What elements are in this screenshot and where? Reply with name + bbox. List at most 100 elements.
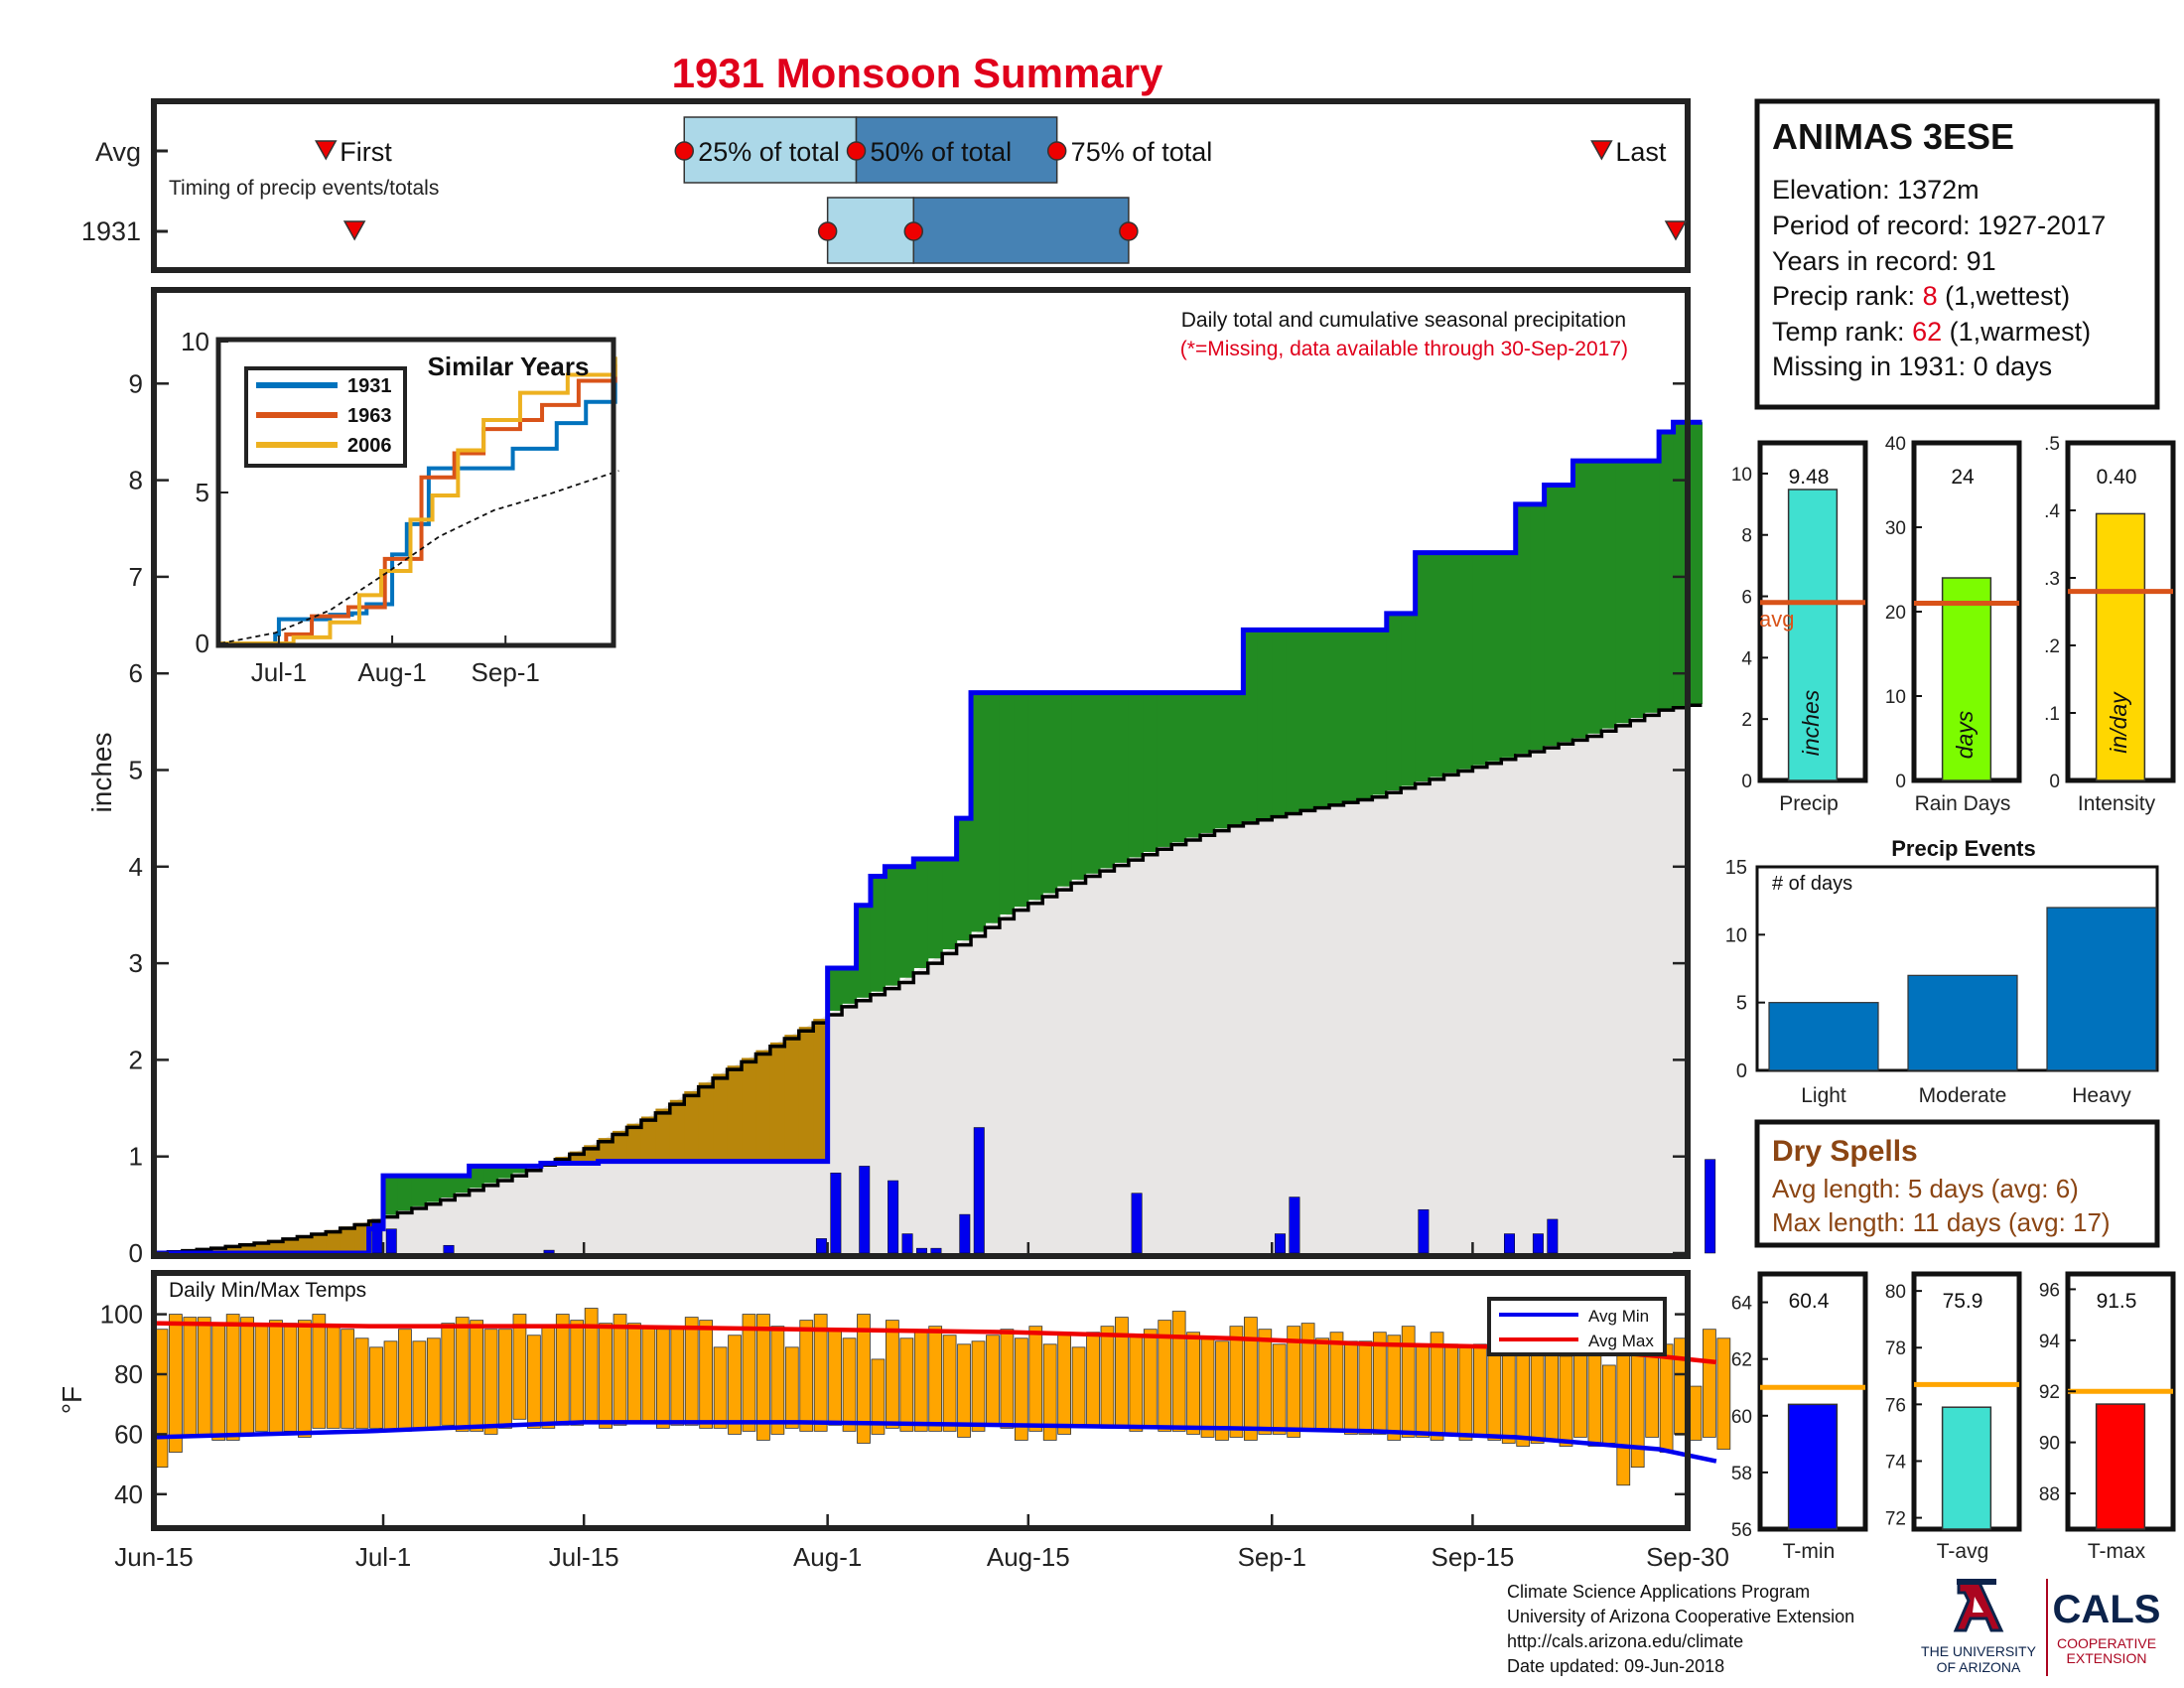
- daily-temp-bar: [699, 1320, 714, 1429]
- daily-temp-bar: [599, 1323, 613, 1429]
- timing-q1-box-year_1931: [826, 197, 915, 264]
- date-tick-label: Jul-1: [355, 1542, 411, 1572]
- cumulative-diff-fill: [1415, 552, 1431, 782]
- cumulative-diff-fill: [1257, 630, 1273, 819]
- timing-dot-year_1931-0: [817, 221, 838, 241]
- precip-mini-y-tick-label: 2: [1741, 710, 1752, 731]
- inset-avg-dashed-line: [219, 470, 619, 644]
- cumulative-diff-fill: [1501, 552, 1517, 758]
- tavg-mini-y-tick-label: 72: [1885, 1509, 1906, 1530]
- daily-temp-bar: [899, 1337, 914, 1432]
- cumulative-diff-fill: [455, 1176, 471, 1194]
- temp-ylabel: °F: [57, 1386, 87, 1414]
- cumulative-diff-fill: [1443, 552, 1459, 774]
- cumulative-diff-fill: [698, 1082, 714, 1162]
- timing-panel: Avg 1931 Timing of precip events/totals …: [81, 98, 1691, 273]
- cumulative-diff-fill: [311, 1232, 327, 1253]
- station-period: Period of record: 1927-2017: [1772, 211, 2106, 240]
- logo-ua-line-2: OF ARIZONA: [1937, 1659, 2021, 1675]
- daily-temp-bar: [842, 1337, 857, 1432]
- daily-temp-bar: [1057, 1332, 1072, 1435]
- events-title: Precip Events: [1891, 836, 2036, 861]
- cumulative-diff-fill: [1401, 613, 1417, 786]
- cumulative-diff-fill: [1071, 692, 1087, 880]
- inset-legend-label-1931: 1931: [347, 375, 392, 397]
- tmax-mini-y-tick-label: 90: [2039, 1434, 2060, 1455]
- cumulative-diff-fill: [999, 692, 1015, 914]
- cumulative-diff-fill: [713, 1073, 729, 1162]
- y-tick-label: 3: [129, 948, 143, 978]
- footer-line-2: University of Arizona Cooperative Extens…: [1507, 1607, 1854, 1626]
- daily-temp-bar: [455, 1317, 470, 1432]
- inset-frame: [215, 337, 616, 648]
- cumulative-diff-fill: [354, 1222, 370, 1253]
- daily-temp-bar: [1042, 1343, 1057, 1441]
- inset-y-tick-label: 10: [181, 327, 209, 356]
- daily-temp-bar: [1215, 1340, 1229, 1441]
- daily-temp-bar: [1171, 1311, 1186, 1432]
- cumulative-diff-fill: [669, 1099, 685, 1162]
- date-tick-label: Jul-15: [549, 1542, 619, 1572]
- cumulative-diff-fill: [1300, 630, 1316, 810]
- daily-temp-bar: [613, 1314, 627, 1426]
- daily-precip-bar: [1418, 1208, 1430, 1254]
- intensity-mini-y-tick-label: .5: [2044, 434, 2060, 455]
- daily-temp-bar: [1243, 1317, 1258, 1441]
- timing-dot-avg-2: [1046, 141, 1067, 161]
- avg-min-temp-line: [153, 1420, 1717, 1464]
- precip-events-chart: Precip Events # of days Light Moderate Hea…: [1725, 836, 2159, 1107]
- cumulative-diff-fill: [1457, 552, 1474, 770]
- events-y-tick-label: 5: [1736, 993, 1747, 1015]
- intensity-mini-bar-label: in/day: [2106, 691, 2131, 754]
- daily-temp-bar: [1344, 1340, 1358, 1435]
- precip-mini-y-tick-label: 0: [1741, 772, 1752, 792]
- timing-marks: First Last 25% of total 50% of total 75% of …: [154, 116, 1688, 264]
- cumulative-diff-fill: [1085, 692, 1101, 874]
- cumulative-diff-fill: [1243, 630, 1259, 822]
- y-tick-label: 2: [129, 1045, 143, 1074]
- daily-temp-bar: [555, 1314, 570, 1426]
- cumulative-diff-fill: [913, 859, 929, 968]
- daily-precip-bar: [959, 1213, 971, 1254]
- cumulative-diff-fill: [1430, 552, 1445, 777]
- timing-p25-label: 25% of total: [698, 137, 840, 167]
- daily-precip-bar: [901, 1233, 913, 1254]
- daily-temp-bar: [813, 1314, 828, 1432]
- daily-temp-bar: [498, 1329, 512, 1429]
- daily-temp-bar: [1601, 1364, 1616, 1444]
- daily-temp-bar: [1028, 1326, 1043, 1432]
- cumulative-diff-fill: [340, 1226, 355, 1253]
- cumulative-diff-fill: [1644, 461, 1660, 713]
- precip-mini-label: Precip: [1779, 792, 1839, 815]
- cumulative-diff-fill: [1586, 461, 1602, 734]
- daily-temp-bar: [1000, 1329, 1015, 1429]
- raindays-mini-y-tick-label: 30: [1885, 518, 1906, 539]
- daily-temp-bar: [957, 1343, 971, 1438]
- daily-temp-bar: [1100, 1326, 1115, 1429]
- cumulative-diff-fill: [1386, 613, 1402, 791]
- cumulative-diff-fill: [727, 1065, 743, 1162]
- daily-temp-bar: [627, 1323, 641, 1423]
- chart-title: 1931 Monsoon Summary: [672, 50, 1163, 96]
- daily-temp-bar: [1315, 1337, 1329, 1432]
- tmax-mini-label: T-max: [2088, 1540, 2146, 1563]
- daily-precip-bar: [887, 1180, 899, 1254]
- tmax-mini-y-tick-label: 88: [2039, 1484, 2060, 1505]
- events-y-tick-label: 15: [1725, 857, 1747, 879]
- cumulative-diff-fill: [210, 1247, 226, 1253]
- cumulative-diff-fill: [1688, 422, 1704, 705]
- temp-y-ticks: 40 60 80 100: [100, 1300, 1688, 1509]
- footer-line-4: Date updated: 09-Jun-2018: [1507, 1656, 1724, 1676]
- date-tick-label: Aug-15: [987, 1542, 1070, 1572]
- daily-precip-bar: [973, 1127, 985, 1254]
- timing-p50-label: 50% of total: [871, 137, 1013, 167]
- daily-precip-bar: [1504, 1233, 1515, 1254]
- cumulative-diff-fill: [684, 1091, 700, 1162]
- inset-x-tick-label: Aug-1: [357, 657, 426, 687]
- cumulative-diff-fill: [813, 1019, 829, 1162]
- daily-temp-bar: [1616, 1343, 1631, 1486]
- daily-temp-bar: [1200, 1337, 1215, 1438]
- daily-temp-bar: [1143, 1329, 1158, 1429]
- daily-temp-bar: [1716, 1337, 1731, 1450]
- daily-temp-bar: [1444, 1343, 1458, 1435]
